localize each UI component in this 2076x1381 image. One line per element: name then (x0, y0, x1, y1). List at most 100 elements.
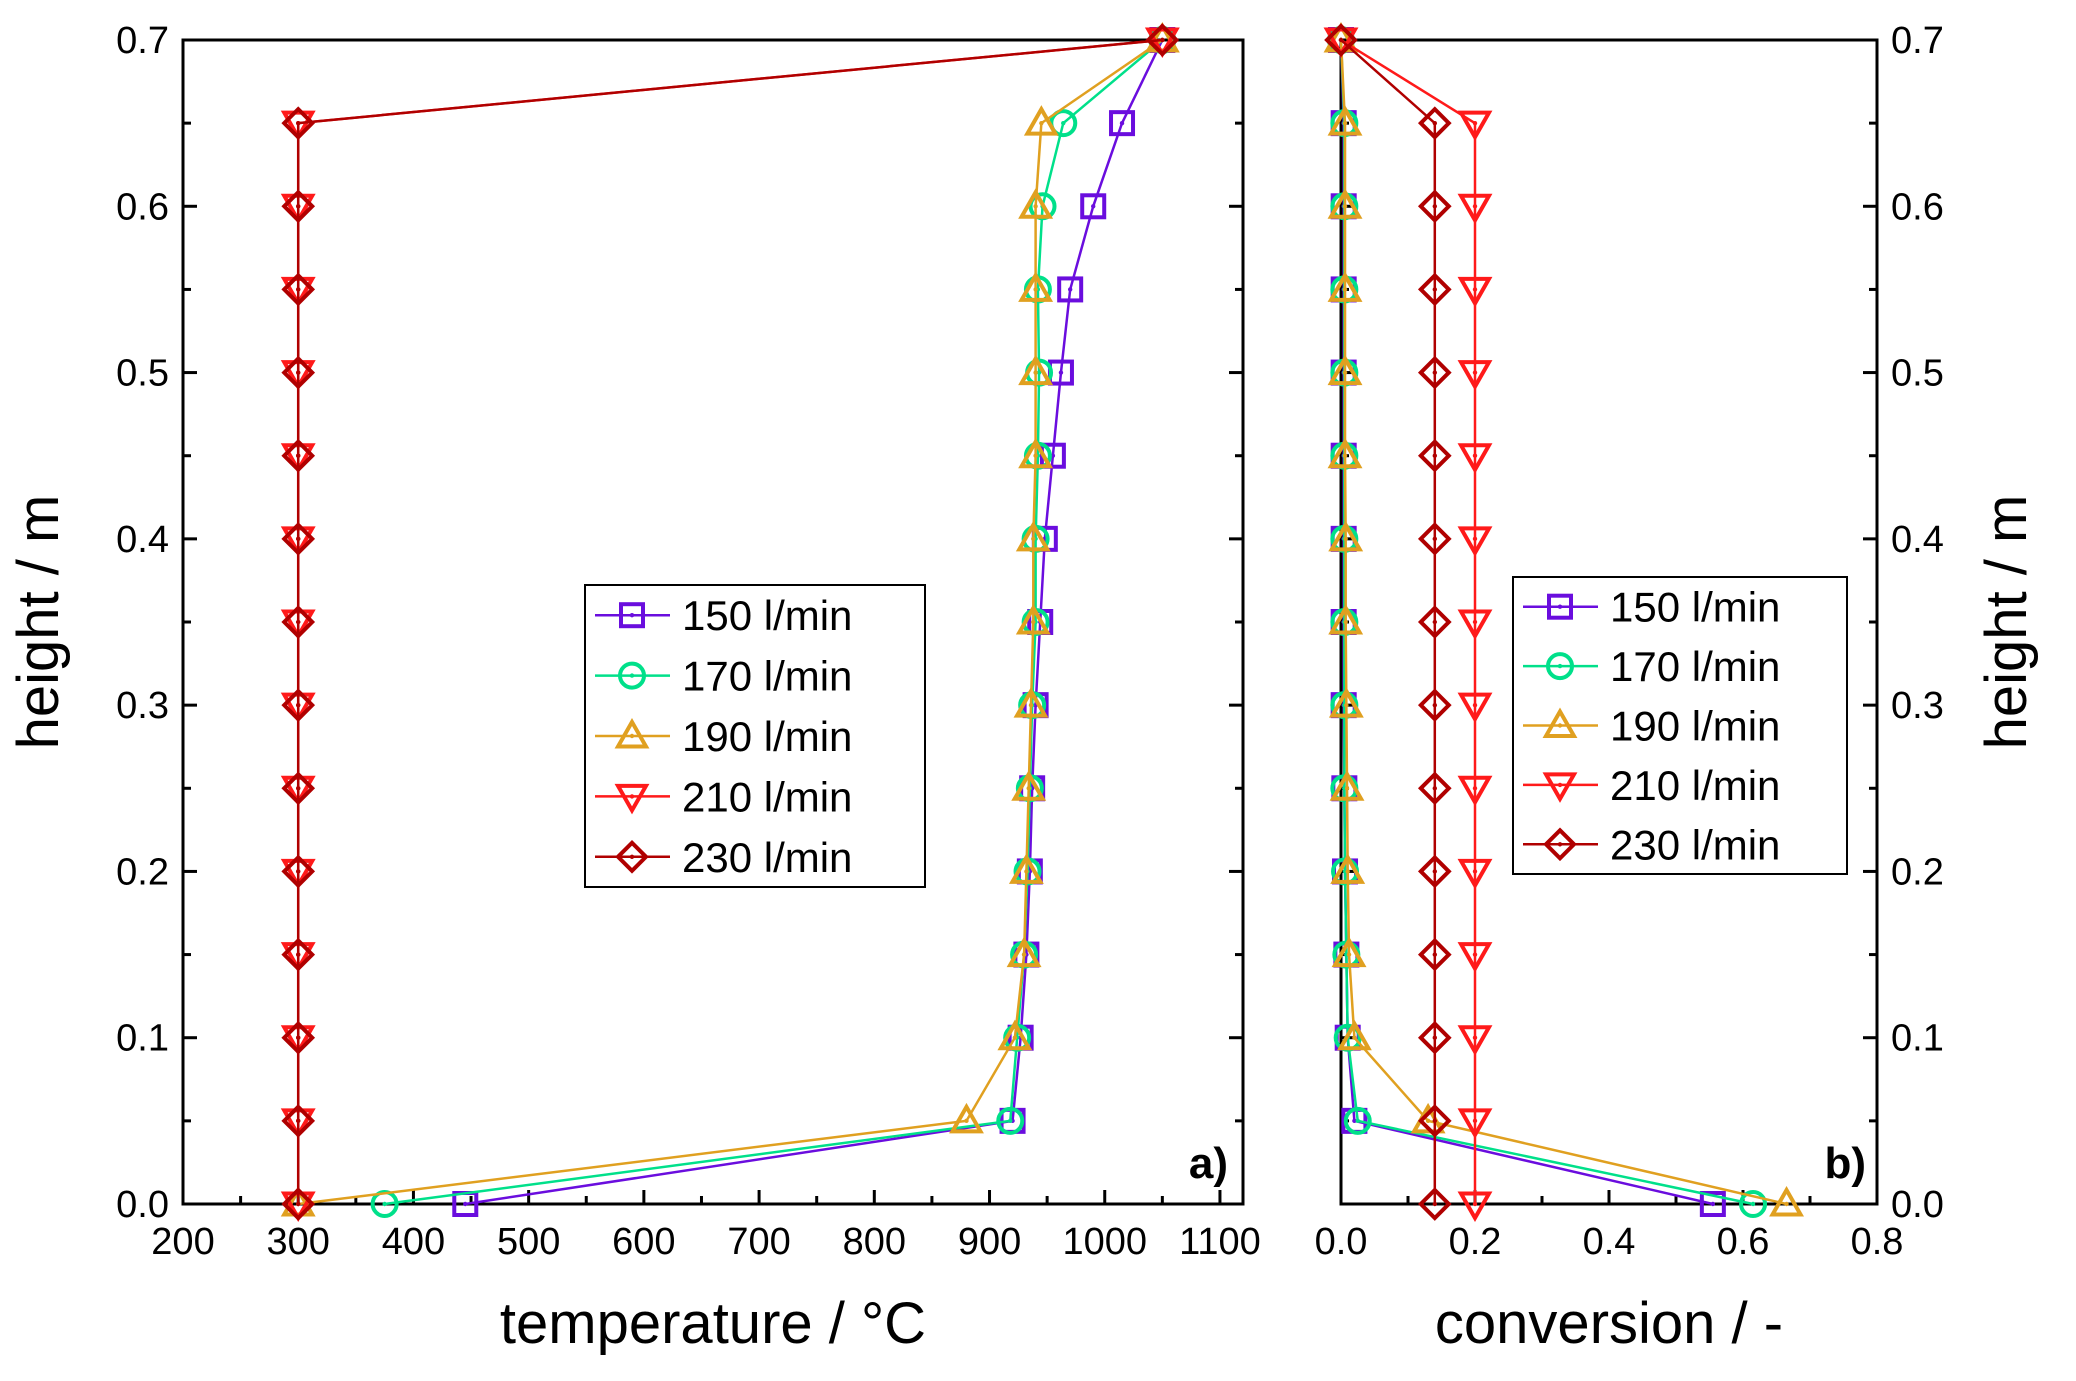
data-point-center (1031, 619, 1036, 625)
data-point-center (296, 952, 301, 957)
data-point (1457, 1108, 1493, 1139)
legend-label: 150 l/min (1610, 584, 1780, 631)
data-point (1417, 1020, 1452, 1055)
data-point (281, 438, 316, 473)
y-tick-label: 0.5 (116, 353, 169, 395)
legend-marker (1547, 593, 1573, 620)
data-point-center (1346, 952, 1352, 957)
data-point (1331, 936, 1367, 968)
data-point-center (1432, 204, 1438, 209)
data-point (1417, 688, 1452, 722)
data-point-center (1472, 952, 1478, 957)
data-point (1417, 1104, 1452, 1138)
data-point-center (1710, 1201, 1716, 1207)
legend-marker-center (629, 854, 635, 859)
legend-label: 230 l/min (682, 834, 852, 881)
data-point (1457, 193, 1493, 225)
data-point-center (1472, 786, 1478, 791)
data-point-center (1472, 287, 1478, 292)
data-point-center (1425, 1118, 1431, 1124)
data-point (1328, 603, 1364, 635)
y-tick-label: 0.2 (116, 851, 169, 893)
panel-a-temperature-chart: 200 300 400 500 600 700 800 900 1000 1100 0.0 0.1 0.… (6, 20, 1261, 1356)
data-point-center (1784, 1201, 1789, 1207)
data-point-center (1026, 786, 1031, 791)
data-point-center (1472, 453, 1478, 458)
data-point-center (296, 453, 301, 458)
legend-label: 190 l/min (682, 713, 852, 760)
data-point-center (296, 619, 301, 625)
legend-marker (1546, 652, 1574, 681)
series-line (1340, 38, 1477, 1204)
data-point (1457, 609, 1493, 641)
data-point (1328, 520, 1364, 552)
legend-marker-center (629, 733, 635, 739)
data-point-center (1008, 1118, 1013, 1124)
data-point-center (1033, 453, 1038, 458)
y-tick-label: 0.7 (1891, 20, 1944, 62)
data-point (1327, 188, 1363, 219)
data-point-center (1342, 120, 1348, 126)
y-axis-title: height / m (1974, 495, 2039, 750)
data-point (281, 522, 316, 556)
y-tick-label: 0.1 (1891, 1018, 1944, 1060)
data-point (1018, 271, 1054, 302)
data-point-center (1432, 1035, 1438, 1040)
data-point (1457, 942, 1493, 973)
legend-label: 190 l/min (1610, 703, 1780, 750)
legend: 150 l/min 170 l/min 190 l/min 210 l/min 230 … (1512, 576, 1848, 875)
data-point (1457, 443, 1493, 474)
data-point (280, 110, 316, 142)
data-point (1013, 687, 1049, 718)
panel-label: a) (1189, 1139, 1228, 1188)
data-point (281, 605, 316, 639)
data-point-center (1091, 204, 1096, 209)
data-point (1417, 438, 1452, 473)
legend-marker (618, 661, 646, 690)
data-point (1008, 853, 1044, 884)
data-point (281, 1104, 316, 1138)
data-point-center (1750, 1201, 1756, 1207)
data-point (1739, 1190, 1768, 1218)
data-point (1769, 1185, 1804, 1217)
x-tick-label: 0.8 (1851, 1221, 1904, 1263)
data-point-center (1036, 370, 1042, 375)
x-tick-label: 400 (382, 1221, 445, 1263)
y-tick-label: 0.7 (116, 20, 169, 62)
legend-marker (1543, 827, 1577, 862)
x-tick-label: 0.4 (1583, 1221, 1636, 1263)
x-tick-label: 1000 (1062, 1221, 1147, 1263)
legend-marker (1542, 707, 1578, 738)
y-tick-label: 0.6 (116, 186, 169, 228)
data-point-center (1432, 952, 1438, 957)
y-tick-label: 0.1 (116, 1018, 169, 1060)
legend-label: 150 l/min (682, 592, 852, 639)
x-tick-label: 600 (612, 1221, 675, 1263)
data-point-center (1033, 287, 1038, 292)
data-point-center (1342, 370, 1348, 375)
data-point-center (1338, 37, 1344, 43)
data-point-center (1472, 1118, 1478, 1124)
data-point-center (296, 370, 301, 375)
data-point-center (1342, 204, 1348, 209)
data-point-center (1160, 37, 1165, 43)
data-point-center (1432, 453, 1438, 458)
data-point-center (1432, 619, 1438, 625)
data-point-center (1058, 370, 1064, 375)
data-point (1457, 692, 1493, 724)
legend-marker (614, 717, 650, 749)
data-point-center (296, 204, 301, 209)
data-point (1417, 189, 1452, 224)
data-point-center (1028, 702, 1034, 708)
data-point-center (1344, 786, 1350, 791)
data-point (1457, 1191, 1493, 1223)
data-point-center (1432, 786, 1438, 791)
data-point-center (1342, 287, 1348, 292)
data-point-center (1352, 1035, 1357, 1040)
data-point-center (1472, 204, 1478, 209)
data-point (1457, 858, 1493, 890)
data-point-center (1472, 536, 1478, 542)
data-point (1109, 110, 1136, 137)
x-tick-label: 0.0 (1315, 1221, 1368, 1263)
data-point-center (463, 1201, 468, 1207)
